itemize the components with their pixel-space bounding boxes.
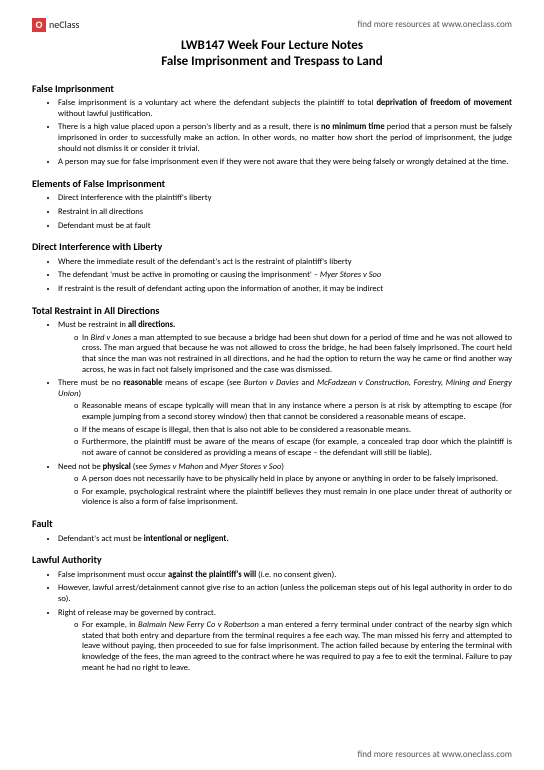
logo-icon: O <box>32 18 46 32</box>
list-item: Defendant must be at fault <box>58 221 512 232</box>
list-item: Defendant's act must be intentional or n… <box>58 534 512 545</box>
list-item: If restraint is the result of defendant … <box>58 284 512 295</box>
list-item: Direct interference with the plaintiff's… <box>58 193 512 204</box>
bullet-list: Direct interference with the plaintiff's… <box>32 193 512 231</box>
header-link: find more resources at www.oneclass.com <box>357 19 512 30</box>
section-heading: Total Restraint in All Directions <box>32 305 512 318</box>
list-item: For example, in Balmain New Ferry Co v R… <box>82 620 512 673</box>
list-item: The defendant 'must be active in promoti… <box>58 270 512 281</box>
sub-list: A person does not necessarily have to be… <box>58 474 512 508</box>
list-item: Restraint in all directions <box>58 207 512 218</box>
list-item: In Bird v Jones a man attempted to sue b… <box>82 333 512 376</box>
list-item: However, lawful arrest/detainment cannot… <box>58 583 512 604</box>
section-heading: Elements of False Imprisonment <box>32 178 512 191</box>
page-subtitle: False Imprisonment and Trespass to Land <box>32 54 512 70</box>
list-item: For example, psychological restraint whe… <box>82 487 512 508</box>
list-item: There is a high value placed upon a pers… <box>58 122 512 154</box>
bullet-list: Defendant's act must be intentional or n… <box>32 534 512 545</box>
list-item: A person does not necessarily have to be… <box>82 474 512 485</box>
section-heading: Direct Interference with Liberty <box>32 241 512 254</box>
sub-list: In Bird v Jones a man attempted to sue b… <box>58 333 512 376</box>
list-item: If the means of escape is illegal, then … <box>82 425 512 436</box>
list-item: Must be restraint in all directions. In … <box>58 320 512 375</box>
list-item: Need not be physical (see Symes v Mahon … <box>58 462 512 509</box>
section-heading: Lawful Authority <box>32 554 512 567</box>
list-item: False imprisonment must occur against th… <box>58 570 512 581</box>
bullet-list: False imprisonment is a voluntary act wh… <box>32 98 512 168</box>
footer-link: find more resources at www.oneclass.com <box>357 749 512 760</box>
page-header: O neClass find more resources at www.one… <box>32 18 512 32</box>
list-item: Furthermore, the plaintiff must be aware… <box>82 437 512 458</box>
list-item: False imprisonment is a voluntary act wh… <box>58 98 512 119</box>
bullet-list: Where the immediate result of the defend… <box>32 257 512 295</box>
list-item: Where the immediate result of the defend… <box>58 257 512 268</box>
logo-text: neClass <box>49 19 79 32</box>
brand-logo: O neClass <box>32 18 79 32</box>
sub-list: For example, in Balmain New Ferry Co v R… <box>58 620 512 673</box>
list-item: Right of release may be governed by cont… <box>58 608 512 674</box>
bullet-list: Must be restraint in all directions. In … <box>32 320 512 508</box>
list-item: Reasonable means of escape typically wil… <box>82 401 512 422</box>
list-item: There must be no reasonable means of esc… <box>58 378 512 458</box>
bullet-list: False imprisonment must occur against th… <box>32 570 512 674</box>
sub-list: Reasonable means of escape typically wil… <box>58 401 512 458</box>
list-item: A person may sue for false imprisonment … <box>58 157 512 168</box>
section-heading: False Imprisonment <box>32 83 512 96</box>
section-heading: Fault <box>32 518 512 531</box>
page-title: LWB147 Week Four Lecture Notes <box>32 38 512 54</box>
